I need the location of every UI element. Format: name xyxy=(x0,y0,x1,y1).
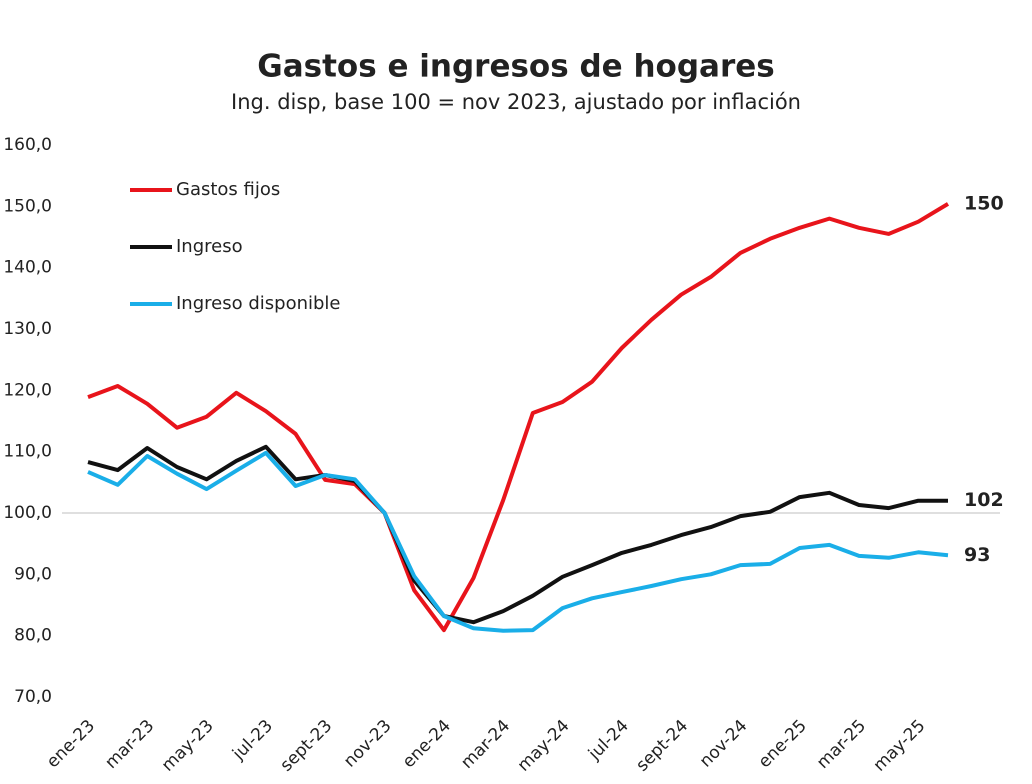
chart-title: Gastos e ingresos de hogares xyxy=(257,49,774,85)
y-tick-label: 70,0 xyxy=(14,687,52,707)
end-label: 93 xyxy=(964,544,990,566)
x-tick-label: may-23 xyxy=(158,716,218,776)
x-tick-label: nov-24 xyxy=(696,716,752,772)
x-tick-label: sept-24 xyxy=(632,716,692,776)
x-tick-label: may-24 xyxy=(514,716,574,776)
x-tick-label: mar-24 xyxy=(457,716,514,773)
x-tick-label: ene-23 xyxy=(43,716,99,772)
y-tick-label: 90,0 xyxy=(14,564,52,584)
x-tick-label: mar-23 xyxy=(101,716,158,773)
legend-label: Ingreso xyxy=(176,236,243,257)
x-tick-label: ene-25 xyxy=(755,716,811,772)
x-tick-label: may-25 xyxy=(870,716,930,776)
series-line xyxy=(87,202,950,633)
chart-subtitle: Ing. disp, base 100 = nov 2023, ajustado… xyxy=(231,90,801,114)
y-tick-label: 140,0 xyxy=(3,258,52,278)
y-tick-label: 80,0 xyxy=(14,626,52,646)
x-tick-label: jul-24 xyxy=(584,716,633,765)
x-tick-label: ene-24 xyxy=(399,716,455,772)
y-tick-label: 100,0 xyxy=(3,503,52,523)
legend-label: Gastos fijos xyxy=(176,179,280,200)
end-label: 102 xyxy=(964,489,1004,511)
legend-label: Ingreso disponible xyxy=(176,293,341,314)
x-tick-label: nov-23 xyxy=(340,716,396,772)
x-tick-label: jul-23 xyxy=(228,716,277,765)
x-tick-label: sept-23 xyxy=(277,716,337,776)
y-tick-label: 120,0 xyxy=(3,380,52,400)
x-tick-label: mar-25 xyxy=(813,716,870,773)
y-tick-label: 150,0 xyxy=(3,196,52,216)
y-tick-label: 130,0 xyxy=(3,319,52,339)
series-line xyxy=(87,450,949,633)
end-label: 150 xyxy=(964,192,1004,214)
series-line xyxy=(87,444,948,625)
y-tick-label: 160,0 xyxy=(3,135,52,155)
y-tick-label: 110,0 xyxy=(3,442,52,462)
